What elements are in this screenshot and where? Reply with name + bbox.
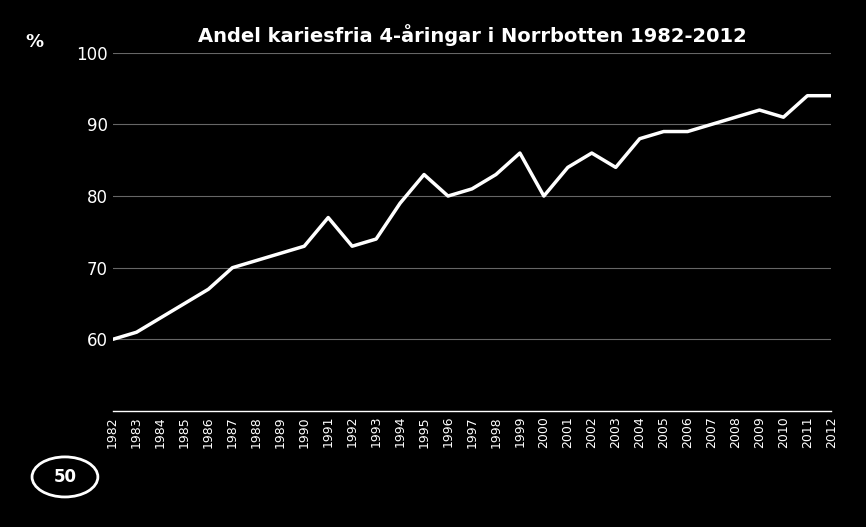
Text: 50: 50	[54, 468, 76, 486]
Title: Andel kariesfria 4-åringar i Norrbotten 1982-2012: Andel kariesfria 4-åringar i Norrbotten …	[197, 24, 746, 46]
Text: %: %	[26, 33, 43, 51]
